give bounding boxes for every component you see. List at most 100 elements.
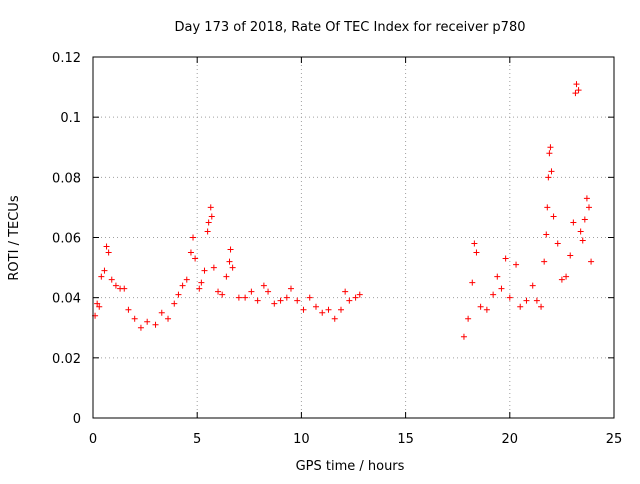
scatter-point: [577, 228, 584, 235]
scatter-point: [473, 249, 480, 256]
scatter-point: [567, 252, 574, 259]
scatter-point: [248, 288, 255, 295]
scatter-point: [585, 204, 592, 211]
scatter-point: [352, 294, 359, 301]
scatter-point: [226, 258, 233, 265]
data-points: [92, 81, 595, 340]
scatter-point: [235, 294, 242, 301]
scatter-point: [254, 297, 261, 304]
scatter-point: [541, 258, 548, 265]
chart-title: Day 173 of 2018, Rate Of TEC Index for r…: [175, 20, 526, 35]
scatter-point: [260, 282, 267, 289]
axis-ticks: 0 5 10 15 20 25 0 0.02 0.04 0.06 0.08 0.1 0.12: [52, 51, 622, 447]
scatter-point: [183, 276, 190, 283]
scatter-point: [207, 204, 214, 211]
scatter-point: [545, 174, 552, 181]
scatter-point: [187, 249, 194, 256]
scatter-point: [277, 297, 284, 304]
scatter-point: [205, 219, 212, 226]
x-tick-label: 20: [502, 432, 519, 447]
scatter-point: [165, 315, 172, 322]
scatter-point: [271, 300, 278, 307]
scatter-point: [283, 294, 290, 301]
y-tick-label: 0.06: [52, 232, 81, 247]
y-tick-label: 0.12: [52, 51, 81, 66]
scatter-point: [210, 264, 217, 271]
scatter-point: [204, 228, 211, 235]
scatter-point: [112, 282, 119, 289]
scatter-point: [356, 291, 363, 298]
scatter-point: [547, 144, 554, 151]
scatter-point: [544, 204, 551, 211]
scatter-point: [227, 246, 234, 253]
x-axis-label: GPS time / hours: [296, 459, 405, 474]
scatter-point: [506, 294, 513, 301]
scatter-point: [152, 321, 159, 328]
scatter-point: [563, 273, 570, 280]
scatter-point: [229, 264, 236, 271]
scatter-point: [300, 306, 307, 313]
scatter-point: [575, 87, 582, 94]
scatter-point: [337, 306, 344, 313]
y-tick-label: 0: [73, 412, 81, 427]
scatter-point: [265, 288, 272, 295]
scatter-point: [192, 255, 199, 262]
scatter-point: [570, 219, 577, 226]
scatter-point: [319, 309, 326, 316]
scatter-point: [96, 303, 103, 310]
scatter-point: [554, 240, 561, 247]
scatter-point: [523, 297, 530, 304]
x-tick-label: 15: [397, 432, 414, 447]
scatter-point: [108, 276, 115, 283]
scatter-point: [306, 294, 313, 301]
scatter-point: [137, 324, 144, 331]
scatter-point: [579, 237, 586, 244]
scatter-point: [546, 150, 553, 157]
scatter-point: [548, 168, 555, 175]
scatter-point: [543, 231, 550, 238]
scatter-point: [179, 282, 186, 289]
scatter-point: [175, 291, 182, 298]
scatter-point: [502, 255, 509, 262]
scatter-point: [588, 258, 595, 265]
y-tick-label: 0.08: [52, 171, 81, 186]
scatter-point: [583, 195, 590, 202]
scatter-point: [294, 297, 301, 304]
y-tick-label: 0.02: [52, 352, 81, 367]
scatter-point: [105, 249, 112, 256]
scatter-point: [219, 291, 226, 298]
scatter-point: [573, 81, 580, 88]
y-axis-label: ROTI / TECUs: [7, 195, 22, 280]
scatter-point: [325, 306, 332, 313]
scatter-point: [581, 216, 588, 223]
scatter-point: [477, 303, 484, 310]
scatter-point: [190, 234, 197, 241]
y-tick-label: 0.04: [52, 292, 81, 307]
scatter-point: [121, 285, 128, 292]
x-tick-label: 5: [193, 432, 201, 447]
scatter-point: [517, 303, 524, 310]
x-tick-label: 0: [89, 432, 97, 447]
scatter-point: [287, 285, 294, 292]
scatter-point: [471, 240, 478, 247]
y-tick-label: 0.1: [60, 111, 81, 126]
x-tick-label: 10: [293, 432, 310, 447]
scatter-point: [538, 303, 545, 310]
scatter-point: [196, 285, 203, 292]
scatter-point: [498, 285, 505, 292]
scatter-point: [158, 309, 165, 316]
scatter-point: [98, 273, 105, 280]
scatter-point: [529, 282, 536, 289]
scatter-point: [490, 291, 497, 298]
scatter-point: [513, 261, 520, 268]
scatter-point: [483, 306, 490, 313]
scatter-point: [312, 303, 319, 310]
scatter-point: [342, 288, 349, 295]
scatter-point: [572, 90, 579, 97]
scatter-point: [533, 297, 540, 304]
scatter-point: [550, 213, 557, 220]
scatter-point: [201, 267, 208, 274]
scatter-point: [101, 267, 108, 274]
scatter-point: [198, 279, 205, 286]
